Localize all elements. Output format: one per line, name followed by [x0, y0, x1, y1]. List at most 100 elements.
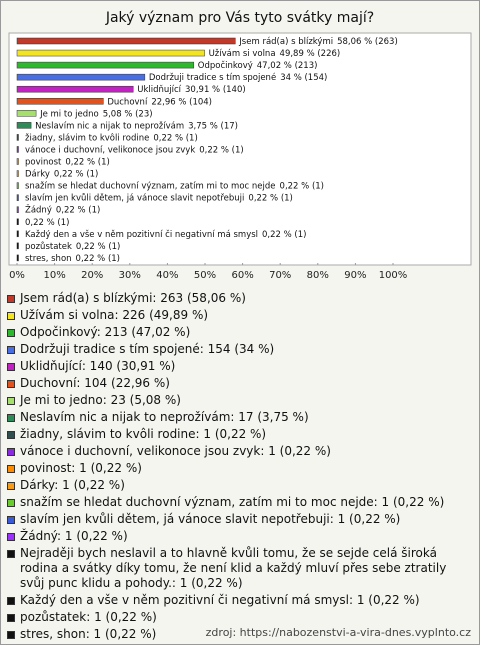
bar-value: 3,75 % (17) [188, 121, 238, 131]
bar-category: Užívám si volna [209, 49, 276, 59]
legend-item: Každý den a vše v něm pozitivní či negat… [7, 593, 473, 608]
bar-label: Dodržuji tradice s tím spojené 34 % (154) [149, 72, 328, 83]
bar-category: žiadny, slávim to kvôli rodine [25, 132, 149, 143]
bar [16, 98, 104, 105]
x-tick-label: 70% [269, 270, 291, 281]
bar-label: Duchovní 22,96 % (104) [107, 97, 212, 107]
legend-label: Dodržuji tradice s tím spojené: 154 (34 … [20, 342, 275, 356]
bar-value: 0,22 % (1) [56, 205, 100, 215]
legend-item: Dárky: 1 (0,22 %) [7, 478, 473, 493]
bar-label: stres, shon 0,22 % (1) [25, 253, 120, 263]
bar-label: Neslavím nic a nijak to neprožívám 3,75 %… [35, 121, 238, 131]
bar [16, 134, 19, 141]
legend-swatch [7, 295, 15, 303]
bar-value: 0,22 % (1) [76, 241, 120, 251]
bar-value: 5,08 % (23) [103, 109, 153, 119]
bar-label: 0,22 % (1) [25, 217, 69, 227]
bar [16, 122, 32, 129]
legend-label: žiadny, slávim to kvôli rodine: 1 (0,22 … [20, 427, 267, 441]
bar-value: 0,22 % (1) [153, 133, 197, 143]
legend-label: snažím se hledat duchovní význam, zatím … [20, 495, 445, 509]
legend-label: stres, shon: 1 (0,22 %) [20, 627, 157, 641]
x-tick-label: 30% [119, 270, 141, 281]
legend-swatch [7, 465, 15, 473]
legend-label: Nejraději bych neslavil a to hlavně kvůl… [20, 546, 447, 590]
bar-value: 49,89 % (226) [280, 49, 341, 59]
bar-value: 58,06 % (263) [337, 37, 398, 47]
legend-label: Odpočinkový: 213 (47,02 %) [20, 325, 191, 339]
bar-label: povinost 0,22 % (1) [25, 157, 110, 167]
legend-item: žiadny, slávim to kvôli rodine: 1 (0,22 … [7, 427, 473, 442]
bar-label: Užívám si volna 49,89 % (226) [209, 49, 341, 59]
chart: Jaký význam pro Vás tyto svátky mají? 0%… [8, 10, 472, 281]
bar-label: žiadny, slávim to kvôli rodine 0,22 % (1) [25, 132, 198, 143]
legend-swatch [7, 312, 15, 320]
bar-value: 30,91 % (140) [185, 85, 246, 95]
bar [16, 170, 19, 177]
legend-label: Uklidňující: 140 (30,91 %) [20, 359, 176, 373]
bar-value: 34 % (154) [280, 73, 327, 83]
chart-title: Jaký význam pro Vás tyto svátky mají? [105, 10, 374, 26]
bar-value: 0,22 % (1) [65, 157, 109, 167]
legend-label: pozůstatek: 1 (0,22 %) [20, 610, 157, 624]
legend-item: vánoce i duchovní, velikonoce jsou zvyk:… [7, 444, 473, 459]
legend-item: stres, shon: 1 (0,22 %) [7, 627, 473, 642]
bar [16, 254, 19, 262]
bar-category: Duchovní [107, 97, 148, 107]
bar-value: 0,22 % (1) [199, 145, 243, 155]
bar-label: Je mi to jedno 5,08 % (23) [39, 109, 152, 119]
legend-swatch [7, 448, 15, 456]
legend-swatch [7, 380, 15, 388]
bar-label: Dárky 0,22 % (1) [25, 169, 98, 179]
legend-label: Žádný: 1 (0,22 %) [20, 529, 128, 543]
bar-label: pozůstatek 0,22 % (1) [25, 240, 120, 251]
bar-label: snažím se hledat duchovní význam, zatím … [25, 181, 324, 191]
bar-value: 0,22 % (1) [248, 193, 292, 203]
bar-category: Žádný [25, 203, 52, 215]
bar [16, 218, 19, 225]
legend-label: Jsem rád(a) s blízkými: 263 (58,06 %) [20, 291, 246, 305]
bar [16, 194, 19, 201]
bar-value: 0,22 % (1) [25, 217, 69, 227]
bar-category: Jsem rád(a) s blízkými [238, 37, 333, 47]
legend-item: Nejraději bych neslavil a to hlavně kvůl… [7, 546, 473, 591]
bar-value: 22,96 % (104) [151, 97, 212, 107]
bar [16, 110, 37, 117]
legend-item: Neslavím nic a nijak to neprožívám: 17 (… [7, 410, 473, 425]
legend-swatch [7, 614, 15, 622]
legend-item: Užívám si volna: 226 (49,89 %) [7, 308, 473, 323]
bar-label: vánoce i duchovní, velikonoce jsou zvyk 0… [25, 145, 244, 155]
bar-value: 0,22 % (1) [54, 169, 98, 179]
legend-item: Uklidňující: 140 (30,91 %) [7, 359, 473, 374]
bar [16, 73, 146, 81]
bar [16, 37, 236, 45]
bar-label: slavím jen kvůli dětem, já vánoce slavit… [25, 192, 293, 203]
bar-label: Každý den a vše v něm pozitivní či negat… [25, 228, 306, 239]
x-tick-label: 90% [344, 270, 366, 281]
bar-category: Odpočinkový [198, 60, 253, 71]
bar-value: 0,22 % (1) [280, 181, 324, 191]
legend-swatch [7, 597, 15, 605]
legend-swatch [7, 516, 15, 524]
bar-label: Uklidňující 30,91 % (140) [137, 84, 245, 95]
legend-label: Duchovní: 104 (22,96 %) [20, 376, 170, 390]
bar [16, 230, 19, 238]
legend-swatch [7, 363, 15, 371]
bar-category: snažím se hledat duchovní význam, zatím … [25, 181, 276, 191]
legend-swatch [7, 533, 15, 541]
x-tick-label: 10% [43, 270, 65, 281]
legend-item: snažím se hledat duchovní význam, zatím … [7, 495, 473, 510]
legend-swatch [7, 397, 15, 405]
legend-label: slavím jen kvůli dětem, já vánoce slavit… [20, 512, 401, 526]
bar [16, 242, 19, 250]
legend-label: Každý den a vše v něm pozitivní či negat… [20, 593, 420, 607]
legend-label: vánoce i duchovní, velikonoce jsou zvyk:… [20, 444, 331, 458]
legend-item: Žádný: 1 (0,22 %) [7, 529, 473, 544]
legend-item: Dodržuji tradice s tím spojené: 154 (34 … [7, 342, 473, 357]
legend-swatch [7, 482, 15, 490]
x-tick-label: 100% [379, 270, 408, 281]
x-tick-label: 60% [231, 270, 253, 281]
legend-label: povinost: 1 (0,22 %) [20, 461, 142, 475]
bar [16, 182, 19, 189]
bar-label: Odpočinkový 47,02 % (213) [198, 60, 318, 71]
